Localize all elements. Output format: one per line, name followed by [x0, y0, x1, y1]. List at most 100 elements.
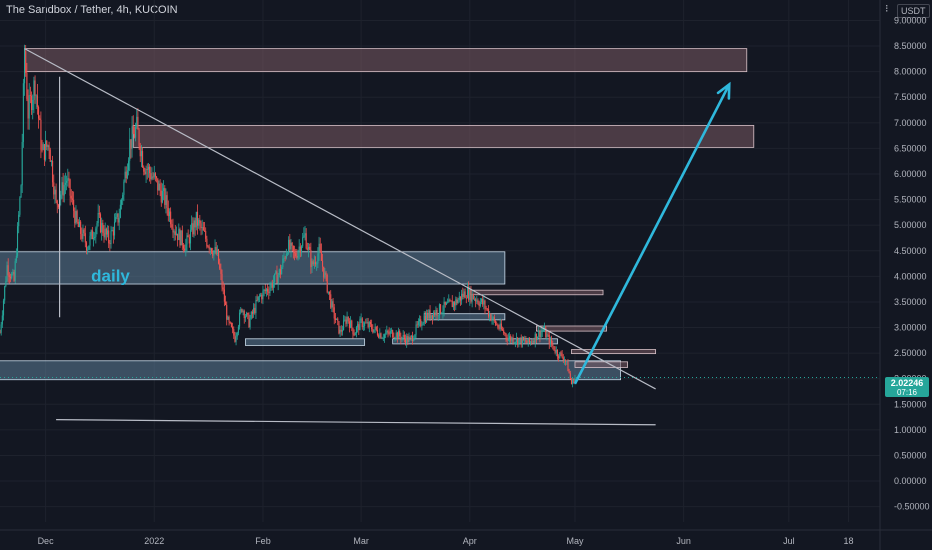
- candle-body: [293, 251, 296, 254]
- candle-body: [549, 339, 551, 345]
- candle-body: [40, 119, 42, 150]
- candle-body: [538, 330, 540, 337]
- candle-body: [242, 310, 244, 312]
- arrow-head: [716, 81, 731, 100]
- candle-body: [34, 80, 36, 96]
- candle-body: [533, 340, 535, 343]
- candle-body: [227, 317, 229, 320]
- candle-body: [129, 139, 131, 161]
- candle-body: [376, 330, 379, 336]
- candle-body: [235, 336, 237, 342]
- axis-menu-icon[interactable]: ⁝: [885, 3, 889, 15]
- candle-body: [8, 275, 10, 277]
- candle-body: [331, 301, 333, 308]
- candle-body: [420, 319, 422, 326]
- candle-body: [262, 290, 264, 300]
- candle-body: [7, 265, 9, 276]
- x-tick-label: Jun: [676, 536, 691, 546]
- candle-body: [298, 246, 300, 252]
- candle-body: [166, 195, 168, 209]
- candle-body: [350, 320, 352, 328]
- candle-body: [375, 326, 377, 331]
- candle-body: [98, 212, 100, 215]
- candle-body: [133, 133, 135, 138]
- candle-body: [309, 246, 311, 250]
- x-tick-label: Dec: [38, 536, 55, 546]
- candle-body: [256, 300, 258, 301]
- candle-body: [483, 300, 485, 305]
- candle-body: [157, 178, 159, 191]
- candle-body: [345, 319, 347, 324]
- candle-body: [339, 329, 341, 334]
- currency-unit-badge[interactable]: USDT: [897, 4, 930, 18]
- candle-body: [96, 223, 98, 229]
- candle-body: [254, 307, 256, 314]
- candle-body: [257, 296, 259, 301]
- candle-body: [452, 302, 454, 308]
- candle-body: [240, 309, 242, 313]
- candle-body: [424, 316, 426, 323]
- candle-body: [333, 307, 335, 319]
- candle-body: [142, 151, 144, 168]
- candle-body: [217, 249, 220, 264]
- candle-body: [48, 145, 50, 150]
- candle-body: [228, 317, 230, 322]
- candle-body: [219, 263, 221, 269]
- price-zone: [0, 360, 621, 381]
- candle-body: [247, 313, 249, 315]
- candle-body: [6, 265, 8, 281]
- candle-body: [18, 214, 20, 227]
- candle-body: [180, 230, 182, 246]
- candle-body: [382, 338, 384, 339]
- y-tick-label: 6.50000: [894, 143, 927, 153]
- candle-body: [188, 237, 190, 244]
- y-tick-label: 0.00000: [894, 476, 927, 486]
- candle-body: [290, 242, 292, 250]
- candle-body: [230, 323, 232, 327]
- candle-body: [94, 236, 96, 238]
- candle-body: [364, 322, 366, 327]
- candle-body: [63, 184, 65, 196]
- candle-body: [84, 233, 86, 243]
- candle-body: [353, 334, 355, 336]
- price-zone: [469, 289, 604, 296]
- candle-body: [29, 95, 31, 97]
- candle-body: [310, 249, 312, 268]
- candle-body: [323, 266, 325, 278]
- candle-body: [147, 166, 149, 170]
- candle-body: [473, 299, 476, 301]
- candle-body: [251, 311, 253, 314]
- candle-body: [14, 261, 16, 281]
- candle-body: [300, 246, 303, 253]
- candle-body: [368, 321, 370, 328]
- candle-body: [562, 357, 564, 361]
- candle-body: [415, 324, 417, 335]
- candle-body: [397, 331, 400, 339]
- candle-body: [548, 334, 550, 345]
- candle-body: [143, 167, 145, 172]
- candle-body: [203, 230, 206, 232]
- candle-body: [555, 349, 557, 353]
- candle-body: [253, 307, 255, 314]
- candle-body: [283, 257, 285, 259]
- candle-body: [16, 226, 19, 256]
- candle-body: [265, 289, 268, 292]
- candle-body: [559, 352, 561, 358]
- candle-body: [70, 195, 72, 199]
- candle-body: [11, 273, 13, 279]
- candle-body: [274, 273, 276, 282]
- candle-body: [504, 333, 506, 335]
- candle-body: [468, 287, 470, 300]
- annotations: daily: [91, 266, 130, 285]
- candle-body: [512, 337, 514, 343]
- candle-body: [205, 231, 207, 239]
- annotation-label: daily: [91, 266, 130, 285]
- candle-body: [319, 243, 321, 252]
- candle-body: [416, 324, 418, 326]
- candle-body: [464, 291, 466, 298]
- candle-body: [434, 312, 436, 316]
- candle-body: [440, 304, 442, 314]
- candle-body: [534, 333, 536, 343]
- candle-body: [184, 248, 186, 251]
